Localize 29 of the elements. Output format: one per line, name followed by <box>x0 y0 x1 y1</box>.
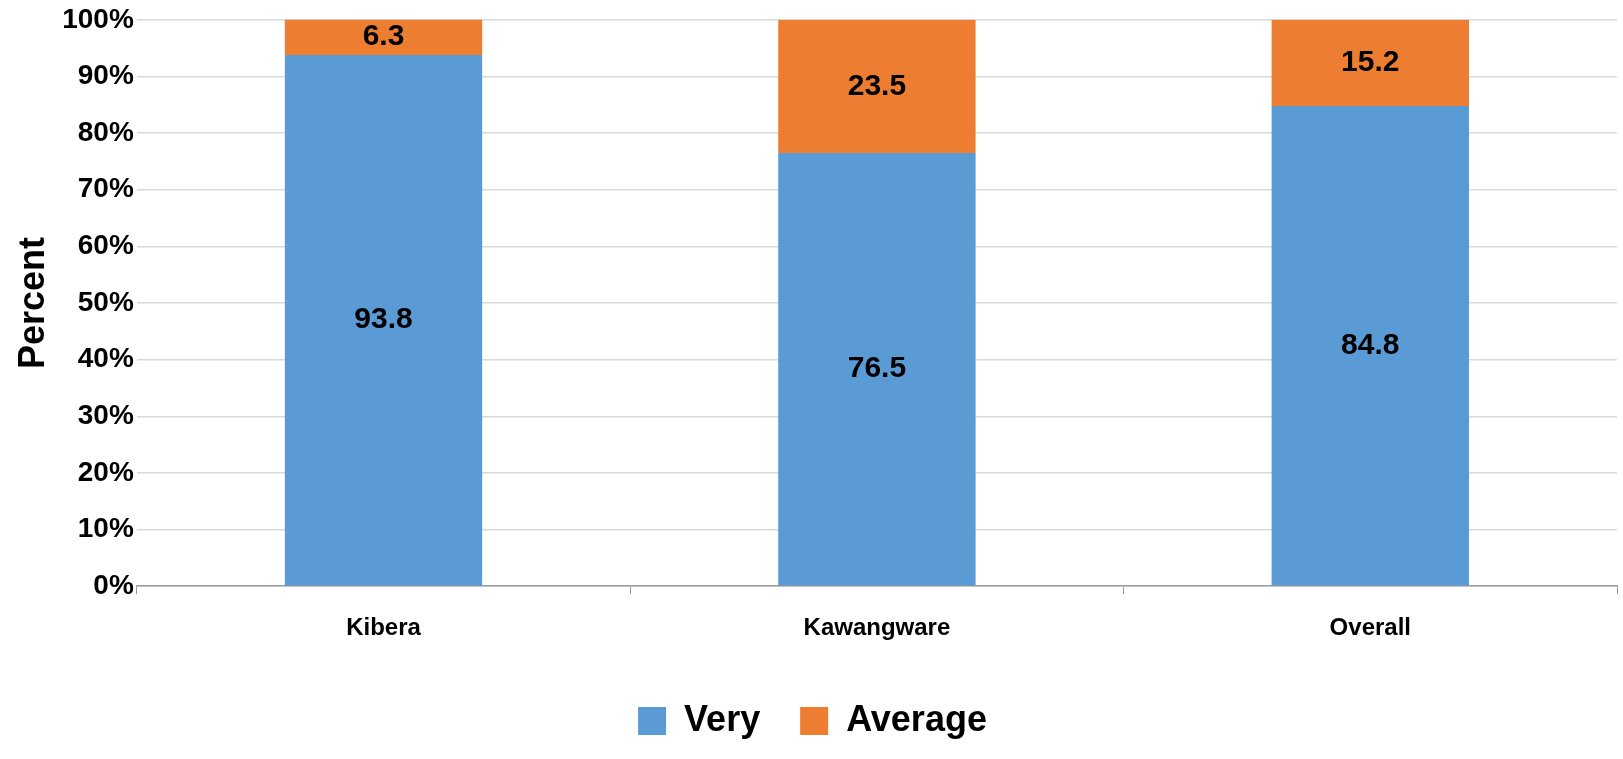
data-label: 15.2 <box>1341 44 1400 78</box>
y-tick-label: 20% <box>77 455 134 487</box>
x-tick-label: Kibera <box>346 613 422 641</box>
y-tick-label: 80% <box>77 115 134 147</box>
bar <box>284 54 483 586</box>
legend-label: Very <box>684 697 761 739</box>
bar <box>1271 19 1469 106</box>
y-tick-label: 30% <box>77 399 134 430</box>
x-tick-label: Overall <box>1329 613 1411 641</box>
data-label: 76.5 <box>847 350 907 384</box>
y-tick-label: 40% <box>77 342 134 374</box>
data-label: 6.3 <box>362 18 405 52</box>
y-tick-label: 70% <box>77 172 134 204</box>
data-label: 23.5 <box>847 67 907 101</box>
bar <box>778 152 976 586</box>
y-tick-label: 50% <box>77 285 134 317</box>
data-label: 84.8 <box>1341 326 1400 360</box>
y-tick-label: 10% <box>77 512 134 544</box>
y-tick-label: 60% <box>77 229 134 261</box>
x-tick-label: Kawangware <box>803 613 951 641</box>
bar <box>778 19 976 153</box>
y-tick-label: 0% <box>93 568 134 600</box>
bar <box>1271 105 1469 586</box>
data-label: 93.8 <box>354 301 413 335</box>
y-tick-label: 100% <box>62 2 134 34</box>
bar <box>284 19 483 55</box>
legend-label: Average <box>846 697 987 739</box>
y-tick-label: 90% <box>77 59 134 91</box>
y-axis-title: Percent <box>10 236 52 370</box>
